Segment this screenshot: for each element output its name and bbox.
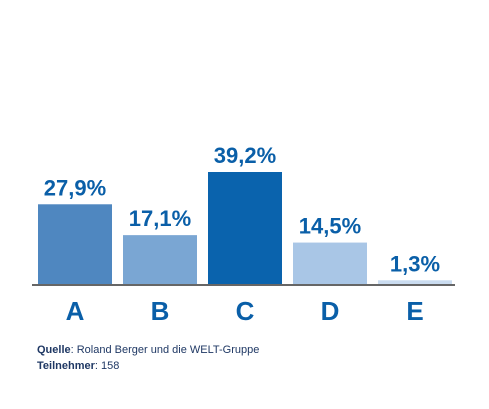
participants-text: : 158 bbox=[94, 360, 120, 372]
value-label-a: 27,9% bbox=[44, 175, 106, 200]
bar-a bbox=[38, 204, 112, 284]
source-text: : Roland Berger und die WELT-Gruppe bbox=[70, 344, 260, 356]
value-label-b: 17,1% bbox=[129, 206, 191, 231]
value-label-e: 1,3% bbox=[390, 251, 440, 276]
category-label-d: D bbox=[321, 296, 340, 326]
category-label-a: A bbox=[66, 296, 85, 326]
category-label-b: B bbox=[151, 296, 170, 326]
bar-b bbox=[123, 235, 197, 284]
bars-group bbox=[38, 172, 452, 284]
bar-chart: 27,9% 17,1% 39,2% 14,5% 1,3% A B C D E bbox=[32, 143, 455, 326]
bar-e bbox=[378, 280, 452, 284]
value-label-c: 39,2% bbox=[214, 143, 276, 168]
source-note: Quelle: Roland Berger und die WELT-Grupp… bbox=[37, 344, 259, 356]
value-labels-group: 27,9% 17,1% 39,2% 14,5% 1,3% bbox=[44, 143, 440, 276]
bar-d bbox=[293, 242, 367, 284]
category-label-c: C bbox=[236, 296, 255, 326]
participants-note: Teilnehmer: 158 bbox=[37, 360, 119, 372]
category-labels-group: A B C D E bbox=[66, 296, 424, 326]
bar-c bbox=[208, 172, 282, 284]
value-label-d: 14,5% bbox=[299, 214, 361, 239]
category-label-e: E bbox=[406, 296, 423, 326]
source-label: Quelle bbox=[37, 344, 71, 356]
participants-label: Teilnehmer bbox=[37, 360, 95, 372]
